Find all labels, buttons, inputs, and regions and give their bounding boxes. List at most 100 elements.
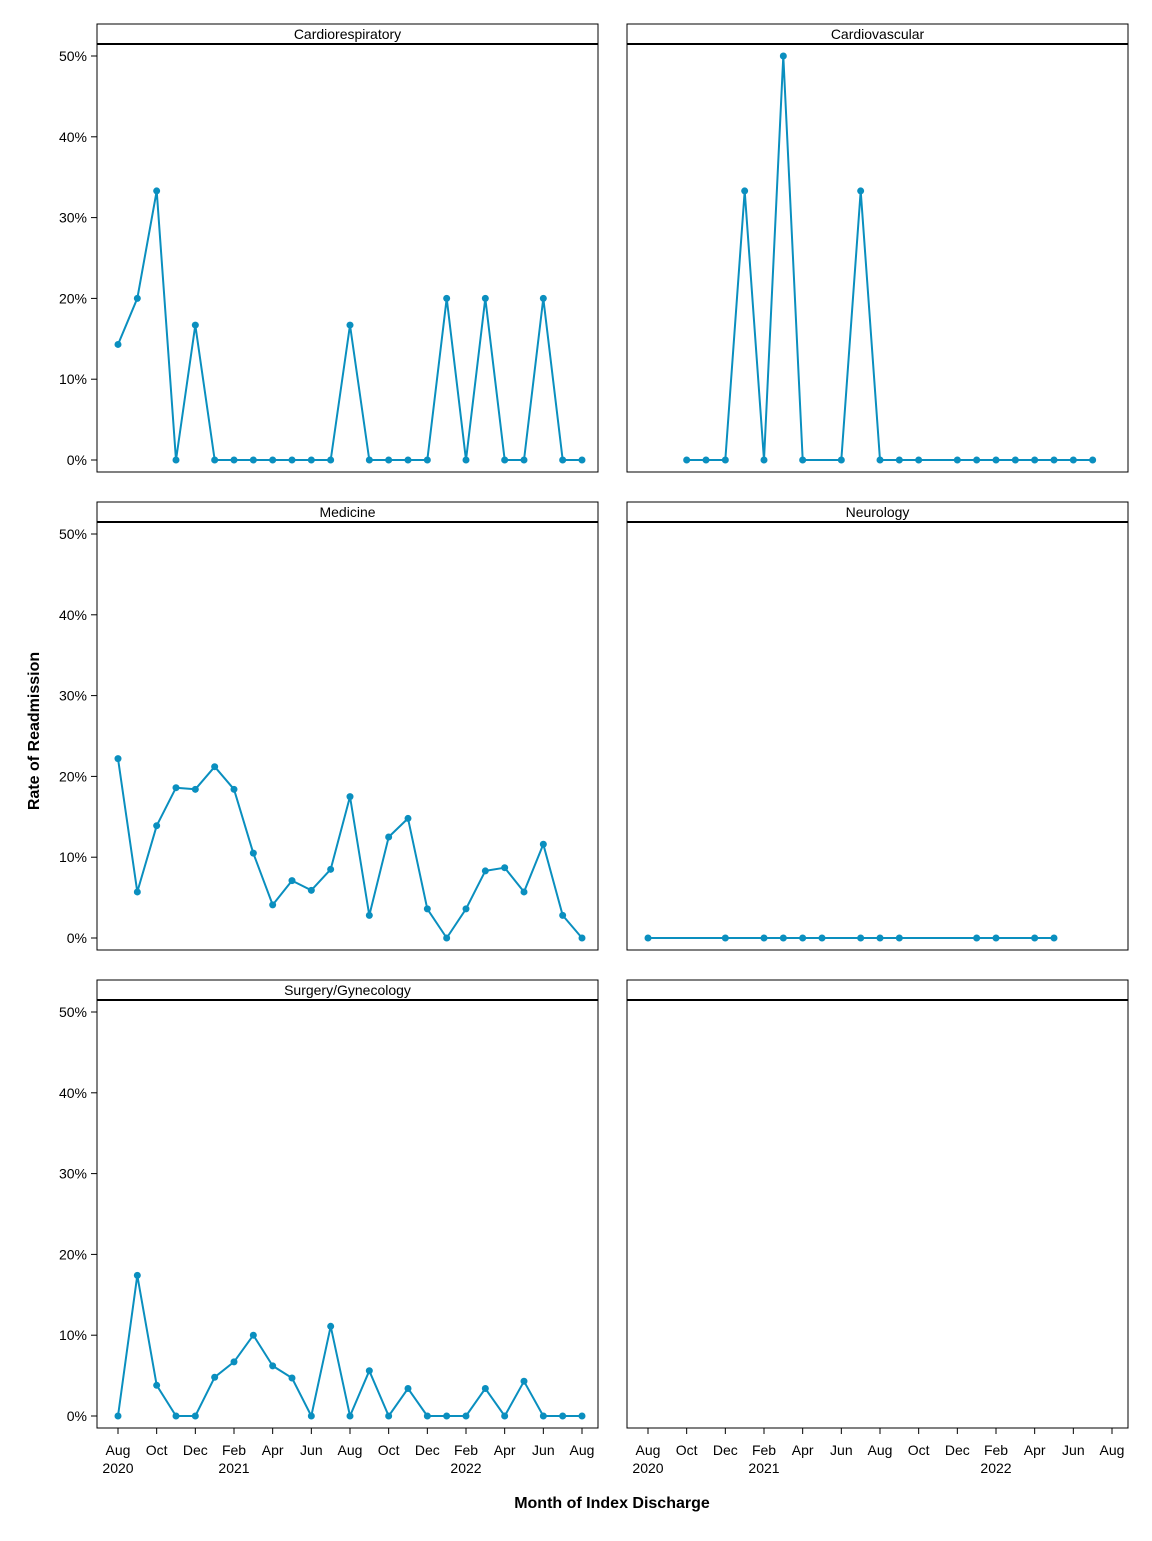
data-point bbox=[721, 456, 729, 464]
data-point bbox=[423, 456, 431, 464]
data-point bbox=[462, 905, 470, 913]
data-point bbox=[443, 294, 451, 302]
data-point bbox=[559, 1412, 567, 1420]
data-point bbox=[481, 1385, 489, 1393]
data-point bbox=[385, 456, 393, 464]
x-tick-label: Apr bbox=[1024, 1442, 1046, 1458]
data-point bbox=[211, 1373, 219, 1381]
y-tick-label: 40% bbox=[59, 129, 87, 145]
data-point bbox=[539, 294, 547, 302]
data-point bbox=[953, 456, 961, 464]
x-tick-label: Apr bbox=[262, 1442, 284, 1458]
data-point bbox=[269, 901, 277, 909]
panel-frame bbox=[96, 23, 599, 473]
facet-panel: Neurology bbox=[626, 501, 1129, 951]
data-point bbox=[365, 1367, 373, 1375]
y-tick-label: 30% bbox=[59, 688, 87, 704]
data-point bbox=[191, 785, 199, 793]
data-point bbox=[269, 1362, 277, 1370]
data-point bbox=[133, 888, 141, 896]
data-point bbox=[578, 1412, 586, 1420]
panel-frame bbox=[626, 501, 1129, 951]
data-point bbox=[520, 888, 528, 896]
data-point bbox=[1050, 456, 1058, 464]
data-point bbox=[644, 934, 652, 942]
x-tick-label: Aug 2020 bbox=[102, 1442, 133, 1476]
y-tick-label: 20% bbox=[59, 768, 87, 784]
data-point bbox=[443, 1412, 451, 1420]
data-point bbox=[520, 1377, 528, 1385]
x-tick-label: Apr bbox=[792, 1442, 814, 1458]
y-tick-label: 20% bbox=[59, 290, 87, 306]
data-point bbox=[385, 1412, 393, 1420]
data-point bbox=[1031, 934, 1039, 942]
data-point bbox=[153, 1381, 161, 1389]
data-point bbox=[683, 456, 691, 464]
data-point bbox=[327, 456, 335, 464]
data-point bbox=[133, 1271, 141, 1279]
x-tick-label: Oct bbox=[908, 1442, 930, 1458]
data-point bbox=[327, 865, 335, 873]
data-point bbox=[462, 456, 470, 464]
x-tick-label: Jun bbox=[830, 1442, 853, 1458]
facet-panel: Cardiovascular bbox=[626, 23, 1129, 473]
data-point bbox=[423, 1412, 431, 1420]
data-point bbox=[741, 187, 749, 195]
data-point bbox=[346, 1412, 354, 1420]
x-tick-label: Jun bbox=[532, 1442, 555, 1458]
data-point bbox=[443, 934, 451, 942]
data-point bbox=[307, 886, 315, 894]
data-point bbox=[1069, 456, 1077, 464]
data-point bbox=[191, 1412, 199, 1420]
data-point bbox=[992, 456, 1000, 464]
y-tick-label: 10% bbox=[59, 1327, 87, 1343]
y-axis-label: Rate of Readmission bbox=[26, 652, 43, 810]
y-tick-label: 0% bbox=[67, 1408, 87, 1424]
data-point bbox=[915, 456, 923, 464]
data-point bbox=[895, 456, 903, 464]
x-tick-label: Jun bbox=[300, 1442, 323, 1458]
data-point bbox=[133, 294, 141, 302]
data-point bbox=[539, 1412, 547, 1420]
x-tick-label: Feb 2021 bbox=[218, 1442, 249, 1476]
data-point bbox=[153, 822, 161, 830]
facet-panel: Medicine 0% 10% 20% 30% 40% 50% bbox=[59, 501, 599, 951]
data-point bbox=[481, 294, 489, 302]
data-point bbox=[404, 814, 412, 822]
y-tick-label: 10% bbox=[59, 849, 87, 865]
x-tick-label: Dec bbox=[415, 1442, 440, 1458]
y-tick-label: 50% bbox=[59, 48, 87, 64]
y-tick-label: 30% bbox=[59, 1166, 87, 1182]
data-point bbox=[346, 321, 354, 329]
data-point bbox=[760, 456, 768, 464]
x-tick-label: Oct bbox=[378, 1442, 400, 1458]
data-point bbox=[799, 934, 807, 942]
panel-frame bbox=[626, 979, 1129, 1429]
x-tick-label: Dec bbox=[945, 1442, 970, 1458]
data-point bbox=[837, 456, 845, 464]
data-point bbox=[1089, 456, 1097, 464]
data-point bbox=[1031, 456, 1039, 464]
data-point bbox=[211, 456, 219, 464]
y-tick-label: 10% bbox=[59, 371, 87, 387]
y-tick-label: 0% bbox=[67, 930, 87, 946]
panel-frame bbox=[96, 501, 599, 951]
data-point bbox=[153, 187, 161, 195]
data-point bbox=[501, 864, 509, 872]
data-point bbox=[501, 456, 509, 464]
y-tick-label: 20% bbox=[59, 1246, 87, 1262]
data-point bbox=[539, 840, 547, 848]
data-point bbox=[578, 456, 586, 464]
data-point bbox=[346, 793, 354, 801]
x-tick-label: Apr bbox=[494, 1442, 516, 1458]
facet-title: Neurology bbox=[846, 504, 910, 520]
data-point bbox=[501, 1412, 509, 1420]
facet-title: Cardiovascular bbox=[831, 26, 925, 42]
data-point bbox=[404, 1385, 412, 1393]
data-point bbox=[992, 934, 1000, 942]
data-point bbox=[307, 456, 315, 464]
x-tick-label: Aug 2020 bbox=[632, 1442, 663, 1476]
data-point bbox=[307, 1412, 315, 1420]
